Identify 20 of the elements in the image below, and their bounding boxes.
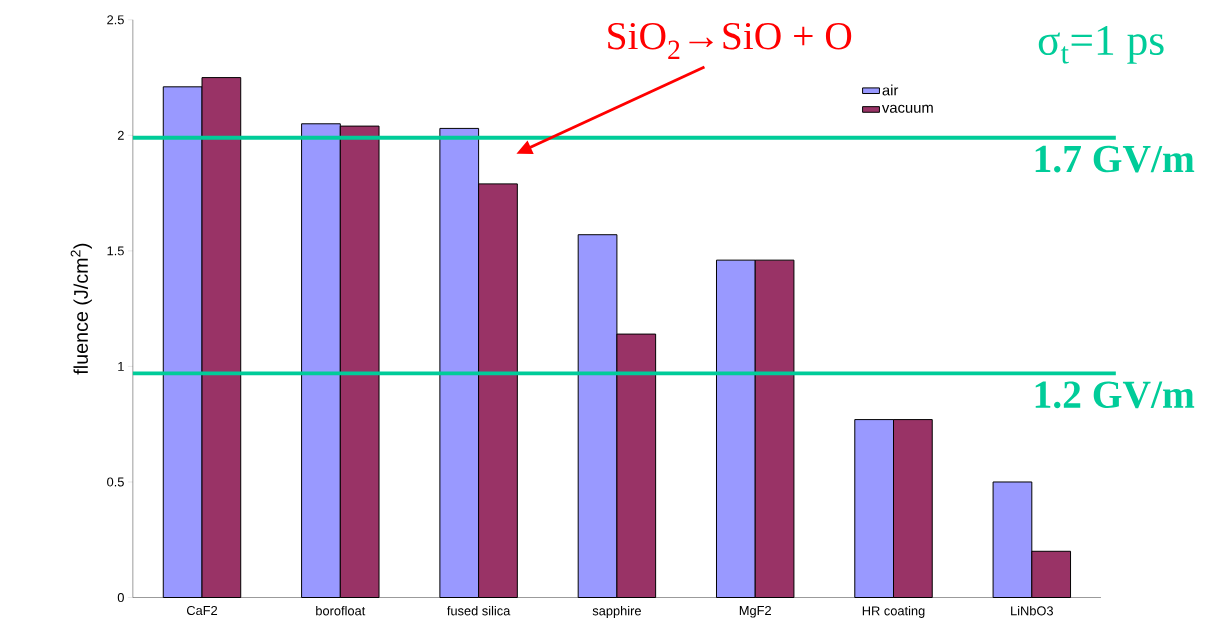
y-tick-label: 0 [117,592,124,602]
x-tick-label: sapphire [592,605,641,618]
x-tick-label: HR coating [862,605,925,618]
y-tick-label: 1.5 [107,246,124,256]
y-axis-title: fluence (J/cm$^{2}$) [70,243,92,375]
x-tick-label: LiNbO3 [1011,605,1054,616]
legend-label: vacuum [881,104,933,113]
annotation: SiO$_{2}$→SiO + O [608,22,852,59]
x-tick-label: borofloat [316,605,366,616]
x-tick-label: CaF2 [186,605,218,615]
annotation: σ$_{t}$=1 ps [1038,25,1164,64]
x-tick-label: fused silica [447,605,511,616]
y-tick-label: 2 [117,130,124,140]
x-tick-label: MgF2 [739,605,771,618]
ref-line-label: 1.7 GV/m [1035,145,1195,173]
ref-line-label: 1.2 GV/m [1035,381,1195,409]
y-tick-label: 1 [118,361,124,371]
y-tick-label: 0.5 [107,477,124,487]
legend-label: air [882,84,899,96]
y-tick-label: 2.5 [107,15,124,25]
